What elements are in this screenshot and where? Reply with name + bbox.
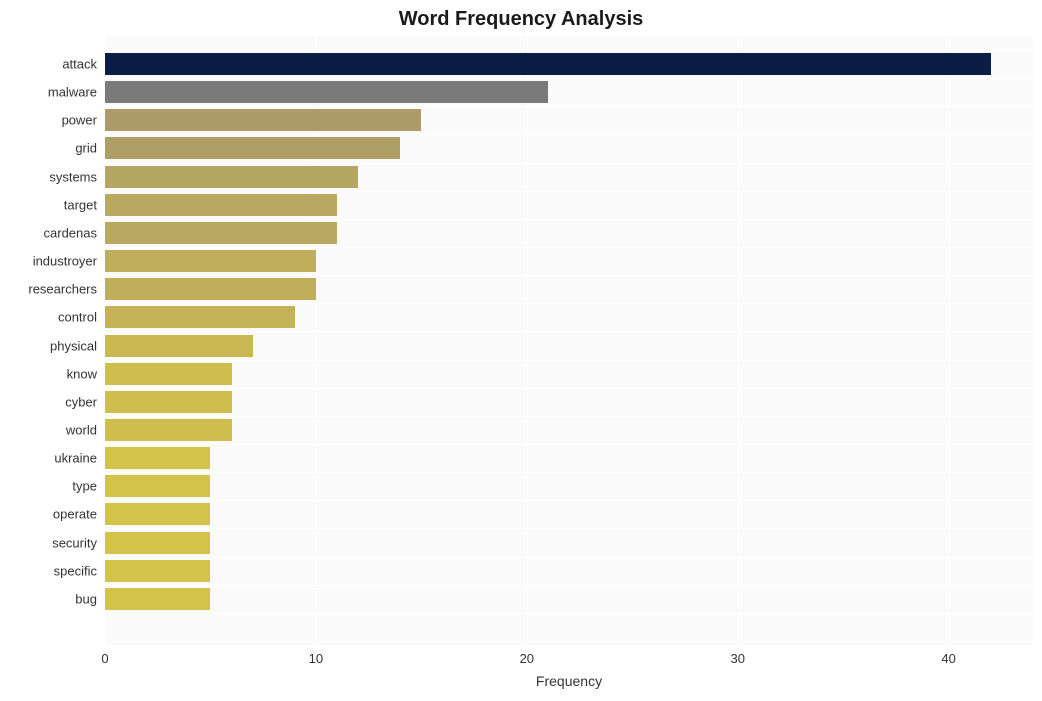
y-tick-label: malware [0, 85, 97, 100]
bar [105, 222, 337, 244]
bar [105, 588, 210, 610]
row-gridline [105, 557, 1033, 558]
bar [105, 391, 232, 413]
gridline [949, 36, 950, 645]
row-gridline [105, 50, 1033, 51]
y-tick-label: ukraine [0, 451, 97, 466]
y-tick-label: control [0, 310, 97, 325]
y-tick-label: industroyer [0, 254, 97, 269]
row-gridline [105, 191, 1033, 192]
bar [105, 109, 421, 131]
bar [105, 81, 548, 103]
y-tick-label: cyber [0, 394, 97, 409]
bar [105, 194, 337, 216]
row-gridline [105, 500, 1033, 501]
y-tick-label: world [0, 422, 97, 437]
row-gridline [105, 444, 1033, 445]
chart-title: Word Frequency Analysis [0, 8, 1042, 31]
gridline [527, 36, 528, 645]
bar [105, 503, 210, 525]
bar [105, 447, 210, 469]
y-tick-label: power [0, 113, 97, 128]
x-axis-label: Frequency [105, 673, 1033, 689]
bar [105, 560, 210, 582]
row-gridline [105, 106, 1033, 107]
y-tick-label: attack [0, 57, 97, 72]
row-gridline [105, 134, 1033, 135]
x-tick-label: 10 [309, 651, 323, 666]
row-gridline [105, 219, 1033, 220]
x-tick-label: 40 [941, 651, 955, 666]
word-frequency-chart: Word Frequency Analysis Frequency 0 10 20 3… [0, 0, 1042, 701]
row-gridline [105, 163, 1033, 164]
bar [105, 278, 316, 300]
x-tick-label: 20 [520, 651, 534, 666]
row-gridline [105, 528, 1033, 529]
row-gridline [105, 275, 1033, 276]
row-gridline [105, 78, 1033, 79]
y-tick-label: operate [0, 507, 97, 522]
row-gridline [105, 303, 1033, 304]
bar [105, 53, 991, 75]
y-tick-label: physical [0, 338, 97, 353]
y-tick-label: grid [0, 141, 97, 156]
row-gridline [105, 247, 1033, 248]
bar [105, 363, 232, 385]
y-tick-label: specific [0, 563, 97, 578]
row-gridline [105, 331, 1033, 332]
row-gridline [105, 360, 1033, 361]
bar [105, 306, 295, 328]
y-tick-label: bug [0, 591, 97, 606]
bar [105, 250, 316, 272]
y-tick-label: cardenas [0, 225, 97, 240]
y-tick-label: type [0, 479, 97, 494]
y-tick-label: systems [0, 169, 97, 184]
x-tick-label: 0 [101, 651, 108, 666]
bar [105, 532, 210, 554]
bar [105, 335, 253, 357]
y-tick-label: security [0, 535, 97, 550]
bar [105, 419, 232, 441]
row-gridline [105, 613, 1033, 614]
y-tick-label: know [0, 366, 97, 381]
bar [105, 166, 358, 188]
plot-area [105, 36, 1033, 645]
bar [105, 475, 210, 497]
row-gridline [105, 472, 1033, 473]
x-tick-label: 30 [730, 651, 744, 666]
bar [105, 137, 400, 159]
row-gridline [105, 585, 1033, 586]
gridline [738, 36, 739, 645]
row-gridline [105, 388, 1033, 389]
y-tick-label: target [0, 197, 97, 212]
row-gridline [105, 416, 1033, 417]
y-tick-label: researchers [0, 282, 97, 297]
